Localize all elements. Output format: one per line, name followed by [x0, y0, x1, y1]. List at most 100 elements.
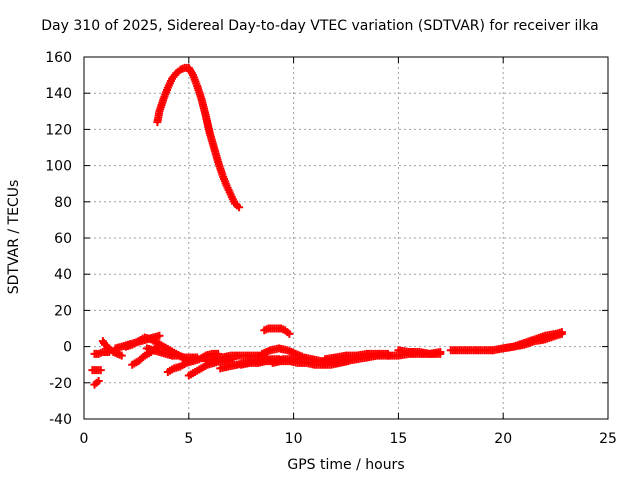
data-point [216, 364, 225, 373]
data-point [235, 203, 244, 212]
data-point [218, 170, 227, 179]
data-point [310, 360, 319, 369]
data-point [277, 324, 286, 333]
data-point [94, 349, 103, 358]
data-point [128, 360, 137, 369]
data-point [172, 69, 181, 78]
y-tick-label: 100 [45, 159, 72, 175]
data-point [331, 358, 340, 367]
data-point [258, 349, 267, 358]
data-point [520, 338, 529, 347]
data-point [209, 143, 218, 152]
data-point [230, 199, 239, 208]
x-axis-label: GPS time / hours [287, 457, 405, 473]
data-point [184, 371, 193, 380]
x-tick-label: 25 [599, 431, 617, 447]
data-point [285, 357, 294, 366]
data-point [163, 83, 172, 92]
data-point [321, 355, 330, 364]
x-tick-label: 20 [494, 431, 512, 447]
data-point [193, 81, 202, 90]
y-tick-label: 0 [63, 340, 72, 356]
data-point [163, 367, 172, 376]
data-point [134, 337, 143, 346]
data-point [209, 355, 218, 364]
data-point [197, 94, 206, 103]
data-point [170, 364, 179, 373]
data-point [226, 190, 235, 199]
data-point [161, 349, 170, 358]
data-point [425, 349, 434, 358]
data-point [352, 355, 361, 364]
data-point [222, 181, 231, 190]
data-point [142, 344, 151, 353]
data-point [155, 348, 164, 357]
data-point [457, 346, 466, 355]
data-point [149, 346, 158, 355]
data-point [176, 65, 185, 74]
data-point [237, 360, 246, 369]
data-point [266, 346, 275, 355]
y-tick-label: 140 [45, 86, 72, 102]
data-point [283, 346, 292, 355]
data-point [121, 342, 130, 351]
data-point [285, 329, 294, 338]
data-point [557, 328, 566, 337]
data-point [147, 335, 156, 344]
y-tick-label: 120 [45, 122, 72, 138]
data-point [342, 357, 350, 366]
data-point [262, 357, 271, 366]
data-point [499, 344, 508, 353]
chart-title: Day 310 of 2025, Sidereal Day-to-day VTE… [41, 18, 599, 34]
data-point [260, 326, 269, 335]
data-point [243, 351, 252, 360]
data-point [318, 360, 327, 369]
plot-border [83, 56, 609, 420]
data-point [174, 351, 183, 360]
data-point [176, 362, 185, 371]
data-point [214, 157, 223, 166]
data-point [277, 357, 286, 366]
data-point [96, 366, 105, 375]
data-point [530, 335, 539, 344]
y-tick-label: 160 [45, 50, 72, 66]
data-point [111, 344, 120, 353]
data-point [436, 349, 445, 358]
data-point [155, 107, 164, 116]
data-point [201, 357, 210, 366]
y-tick-label: 20 [54, 303, 72, 319]
y-tick-label: 40 [54, 267, 72, 283]
data-point [188, 357, 197, 366]
data-point [293, 358, 302, 367]
data-point [488, 346, 497, 355]
data-point [415, 348, 424, 357]
data-point [302, 358, 311, 367]
data-point [394, 346, 403, 355]
y-tick-label: -20 [49, 376, 72, 392]
data-point [226, 351, 235, 360]
data-point [195, 355, 204, 364]
y-tick-label: -40 [49, 412, 72, 428]
data-point [128, 340, 137, 349]
data-point [182, 358, 191, 367]
data-point [205, 129, 214, 138]
data-point [159, 94, 168, 103]
data-point [155, 331, 164, 340]
data-point [268, 358, 277, 367]
x-tick-labels: 0 5 10 15 20 25 [80, 431, 617, 447]
x-tick-label: 5 [184, 431, 193, 447]
x-tick-label: 10 [285, 431, 303, 447]
y-tick-labels: -40 -20 0 20 40 60 80 100 120 140 160 [45, 50, 72, 428]
data-point [383, 351, 392, 360]
data-point [201, 110, 210, 119]
data-point [245, 358, 254, 367]
data-point [168, 74, 177, 83]
data-point [235, 351, 244, 360]
data-point [446, 346, 455, 355]
data-point [117, 351, 126, 360]
data-point [140, 351, 149, 360]
data-point [274, 344, 283, 353]
data-point [184, 63, 193, 72]
data-point [281, 326, 290, 335]
